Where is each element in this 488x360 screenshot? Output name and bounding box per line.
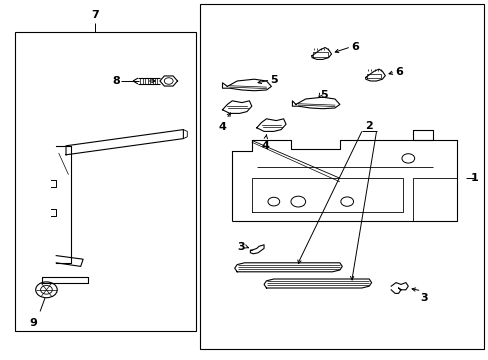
Text: 5: 5 (320, 90, 327, 100)
Text: 3: 3 (420, 293, 427, 303)
Bar (15, 32, 195, 331)
Bar (200, 4, 483, 349)
Text: 1: 1 (469, 173, 477, 183)
Text: 6: 6 (350, 42, 358, 52)
Text: 6: 6 (394, 67, 402, 77)
Text: 3: 3 (236, 242, 244, 252)
Text: 8: 8 (112, 76, 120, 86)
Text: 7: 7 (91, 10, 99, 20)
Text: 9: 9 (29, 318, 37, 328)
Text: 2: 2 (365, 121, 372, 131)
Text: 4: 4 (218, 122, 226, 132)
Text: 5: 5 (270, 75, 278, 85)
Text: 4: 4 (261, 141, 269, 151)
